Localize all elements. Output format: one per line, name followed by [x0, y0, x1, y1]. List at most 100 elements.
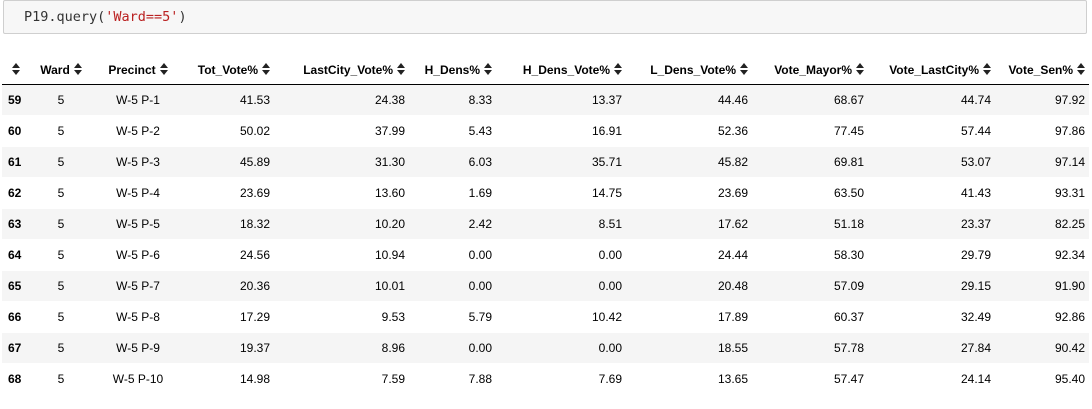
column-header-label: Vote_LastCity% [889, 62, 979, 77]
row-index: 66 [2, 301, 29, 333]
row-index: 59 [2, 84, 29, 116]
cell-precinct: W-5 P-9 [93, 332, 183, 364]
table-row: 61 5 W-5 P-3 45.89 31.30 6.03 35.71 45.82 69.81 5… [2, 146, 1089, 178]
table-cell: 13.65 [626, 363, 752, 395]
table-cell: 50.02 [183, 115, 274, 147]
sort-arrows-icon [983, 62, 991, 75]
table-cell: 52.36 [626, 115, 752, 147]
table-cell: 7.88 [409, 363, 496, 395]
sort-arrows-icon [740, 62, 748, 75]
cell-precinct: W-5 P-7 [93, 270, 183, 302]
cell-ward: 5 [29, 208, 93, 240]
cell-precinct: W-5 P-6 [93, 239, 183, 271]
table-cell: 44.74 [868, 84, 995, 116]
column-header-vote-mayor[interactable]: Vote_Mayor% [752, 55, 868, 85]
code-line[interactable]: P19.query('Ward==5') [24, 9, 187, 25]
cell-ward: 5 [29, 239, 93, 271]
cell-precinct: W-5 P-4 [93, 177, 183, 209]
table-cell: 23.69 [183, 177, 274, 209]
table-cell: 92.86 [995, 301, 1089, 333]
cell-ward: 5 [29, 146, 93, 178]
cell-ward: 5 [29, 84, 93, 116]
dataframe-output: Ward Precinct Tot_Vote% LastCity_Vote% H_Den… [2, 55, 1089, 395]
table-cell: 17.29 [183, 301, 274, 333]
sort-arrows-icon [159, 62, 168, 75]
table-cell: 7.59 [274, 363, 409, 395]
table-cell: 10.20 [274, 208, 409, 240]
table-cell: 8.96 [274, 332, 409, 364]
table-cell: 0.00 [496, 270, 626, 302]
table-cell: 97.92 [995, 84, 1089, 116]
table-cell: 23.37 [868, 208, 995, 240]
table-cell: 2.42 [409, 208, 496, 240]
table-cell: 97.14 [995, 146, 1089, 178]
cell-ward: 5 [29, 363, 93, 395]
table-cell: 45.89 [183, 146, 274, 178]
table-cell: 32.49 [868, 301, 995, 333]
table-cell: 53.07 [868, 146, 995, 178]
table-cell: 41.53 [183, 84, 274, 116]
sort-arrows-icon [614, 62, 622, 75]
table-cell: 91.90 [995, 270, 1089, 302]
column-header-label: Ward [40, 62, 70, 77]
column-header-tot-vote[interactable]: Tot_Vote% [183, 55, 274, 85]
table-cell: 6.03 [409, 146, 496, 178]
table-cell: 0.00 [409, 239, 496, 271]
row-index: 68 [2, 363, 29, 395]
sort-arrows-icon [397, 62, 405, 75]
table-cell: 29.79 [868, 239, 995, 271]
sort-arrows-icon [1077, 62, 1085, 75]
cell-precinct: W-5 P-8 [93, 301, 183, 333]
cell-ward: 5 [29, 115, 93, 147]
column-header-lastcity-vote[interactable]: LastCity_Vote% [274, 55, 409, 85]
table-header-row: Ward Precinct Tot_Vote% LastCity_Vote% H_Den… [2, 55, 1089, 85]
table-cell: 17.89 [626, 301, 752, 333]
table-cell: 92.34 [995, 239, 1089, 271]
table-cell: 57.09 [752, 270, 868, 302]
column-header-index[interactable] [2, 55, 29, 85]
code-cell[interactable]: P19.query('Ward==5') [3, 0, 1087, 34]
row-index: 65 [2, 270, 29, 302]
table-cell: 7.69 [496, 363, 626, 395]
table-cell: 57.47 [752, 363, 868, 395]
column-header-h-dens[interactable]: H_Dens% [409, 55, 496, 85]
column-header-vote-sen[interactable]: Vote_Sen% [995, 55, 1089, 85]
table-cell: 9.53 [274, 301, 409, 333]
sort-arrows-icon [262, 62, 270, 75]
table-cell: 41.43 [868, 177, 995, 209]
column-header-precinct[interactable]: Precinct [93, 55, 183, 85]
cell-ward: 5 [29, 332, 93, 364]
table-cell: 31.30 [274, 146, 409, 178]
table-cell: 18.32 [183, 208, 274, 240]
table-cell: 8.33 [409, 84, 496, 116]
sort-arrows-icon [484, 62, 492, 75]
column-header-label: L_Dens_Vote% [650, 62, 736, 77]
table-cell: 13.60 [274, 177, 409, 209]
column-header-ward[interactable]: Ward [29, 55, 93, 85]
table-cell: 58.30 [752, 239, 868, 271]
table-cell: 24.38 [274, 84, 409, 116]
row-index: 62 [2, 177, 29, 209]
column-header-l-dens-vote[interactable]: L_Dens_Vote% [626, 55, 752, 85]
code-call: P19.query( [24, 9, 106, 25]
table-row: 68 5 W-5 P-10 14.98 7.59 7.88 7.69 13.65 57.47 24… [2, 363, 1089, 395]
table-cell: 24.56 [183, 239, 274, 271]
table-cell: 5.79 [409, 301, 496, 333]
column-header-vote-lastcity[interactable]: Vote_LastCity% [868, 55, 995, 85]
table-row: 66 5 W-5 P-8 17.29 9.53 5.79 10.42 17.89 60.37 32… [2, 301, 1089, 333]
table-cell: 57.78 [752, 332, 868, 364]
table-cell: 37.99 [274, 115, 409, 147]
table-cell: 0.00 [496, 332, 626, 364]
table-row: 65 5 W-5 P-7 20.36 10.01 0.00 0.00 20.48 57.09 29… [2, 270, 1089, 302]
table-cell: 0.00 [409, 270, 496, 302]
cell-ward: 5 [29, 270, 93, 302]
table-cell: 97.86 [995, 115, 1089, 147]
table-cell: 63.50 [752, 177, 868, 209]
table-row: 60 5 W-5 P-2 50.02 37.99 5.43 16.91 52.36 77.45 5… [2, 115, 1089, 147]
table-cell: 10.42 [496, 301, 626, 333]
table-cell: 19.37 [183, 332, 274, 364]
table-cell: 77.45 [752, 115, 868, 147]
column-header-label: Vote_Mayor% [774, 62, 852, 77]
row-index: 64 [2, 239, 29, 271]
column-header-h-dens-vote[interactable]: H_Dens_Vote% [496, 55, 626, 85]
